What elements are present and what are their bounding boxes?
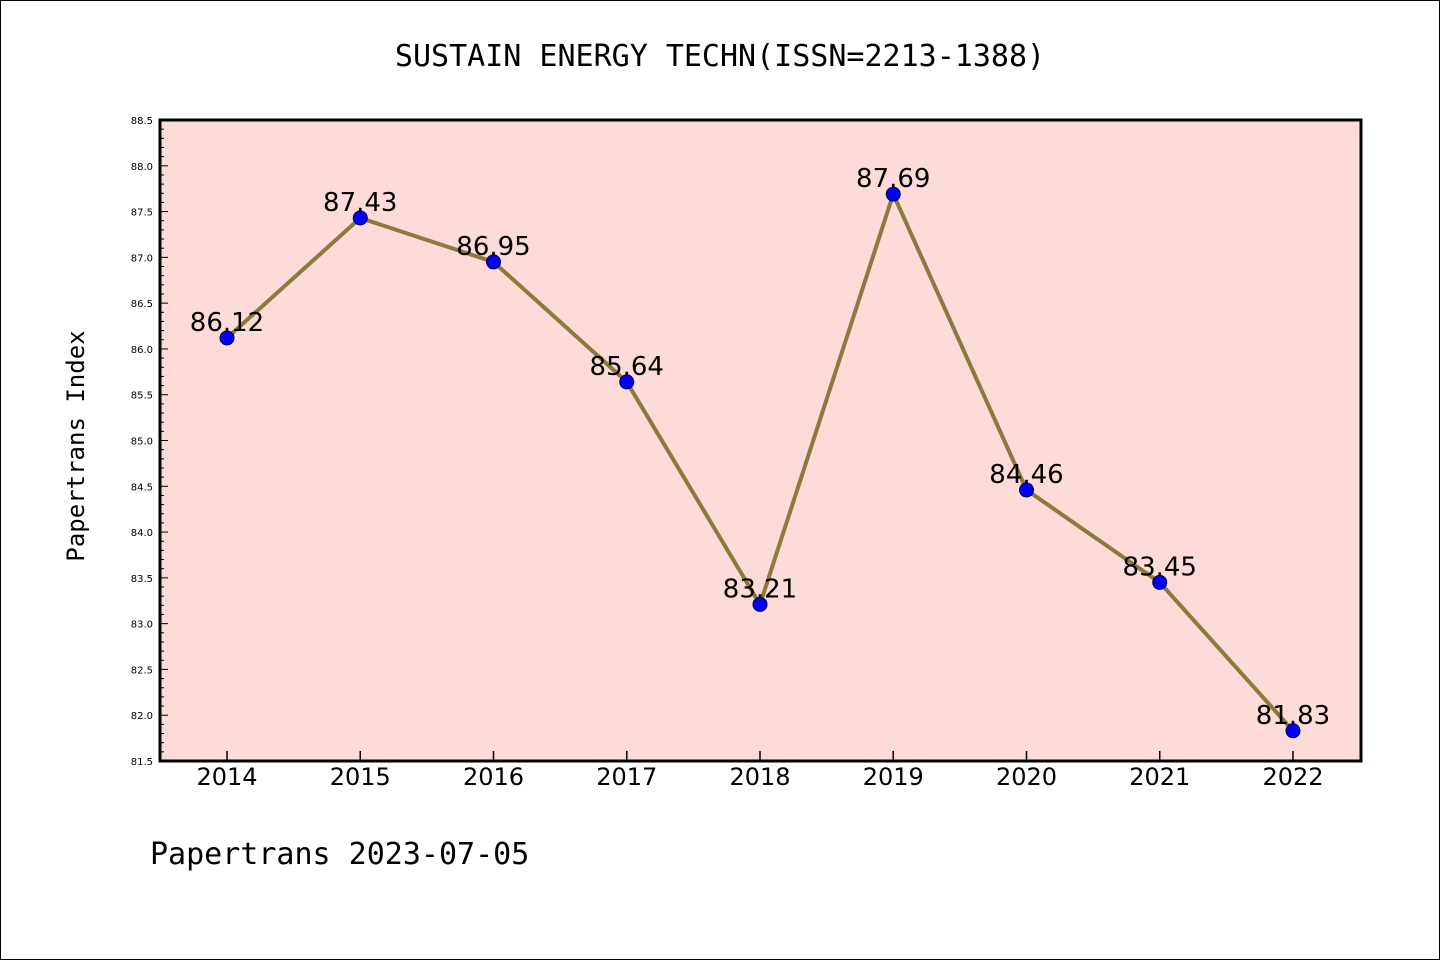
data-point-marker	[752, 596, 768, 612]
y-tick-label: 85.0	[131, 437, 153, 448]
y-tick-label: 84.5	[131, 482, 153, 493]
data-label: 83.21	[723, 574, 797, 604]
chart-title: SUSTAIN ENERGY TECHN(ISSN=2213-1388)	[395, 39, 1045, 74]
y-tick-label: 81.5	[131, 757, 153, 768]
data-label: 81.83	[1256, 701, 1330, 731]
x-tick-label: 2015	[330, 763, 391, 791]
y-tick-label: 88.5	[131, 116, 153, 127]
data-point-marker	[219, 330, 235, 346]
data-label: 87.69	[856, 164, 930, 194]
data-labels: 86.12 87.43 86.95 85.64 83.21 87.69 84.46 83.45…	[190, 164, 1330, 731]
x-tick-label: 2016	[463, 763, 524, 791]
data-label: 86.95	[456, 232, 530, 262]
y-tick-label: 87.0	[131, 253, 153, 264]
y-tick-label: 83.5	[131, 574, 153, 585]
footer-date-stamp: Papertrans 2023-07-05	[150, 837, 529, 872]
x-tick-label: 2014	[196, 763, 257, 791]
y-tick-label: 82.0	[131, 711, 153, 722]
data-label: 84.46	[989, 460, 1063, 490]
data-point-marker	[352, 210, 368, 226]
y-tick-label: 84.0	[131, 528, 153, 539]
y-tick-label: 87.5	[131, 208, 153, 219]
data-label: 83.45	[1123, 552, 1197, 582]
x-tick-label: 2018	[729, 763, 790, 791]
data-label: 85.64	[590, 352, 664, 382]
y-tick-label: 86.5	[131, 299, 153, 310]
data-label: 87.43	[323, 188, 397, 218]
data-point-marker	[1285, 723, 1301, 739]
data-point-marker	[619, 374, 635, 390]
x-tick-label: 2022	[1262, 763, 1323, 791]
y-tick-label: 83.0	[131, 620, 153, 631]
plot-area	[160, 120, 1361, 761]
y-tick-label: 85.5	[131, 391, 153, 402]
y-tick-label: 86.0	[131, 345, 153, 356]
x-tick-label: 2020	[996, 763, 1057, 791]
data-point-marker	[1152, 574, 1168, 590]
x-tick-label: 2017	[596, 763, 657, 791]
series-line-group	[219, 186, 1301, 739]
plot-border	[158, 118, 1363, 763]
data-point-marker	[486, 254, 501, 270]
data-point-marker	[1019, 482, 1034, 498]
y-axis-label: Papertrans Index	[62, 330, 90, 561]
data-label: 86.12	[190, 308, 264, 338]
x-tick-label: 2019	[863, 763, 924, 791]
data-point-marker	[885, 186, 901, 202]
x-tick-label: 2021	[1129, 763, 1190, 791]
y-tick-label: 82.5	[131, 665, 153, 676]
y-tick-label: 88.0	[131, 162, 153, 173]
x-axis: 2014 2015 2016 2017 2018 2019 2020 2021 2022	[196, 751, 1324, 791]
